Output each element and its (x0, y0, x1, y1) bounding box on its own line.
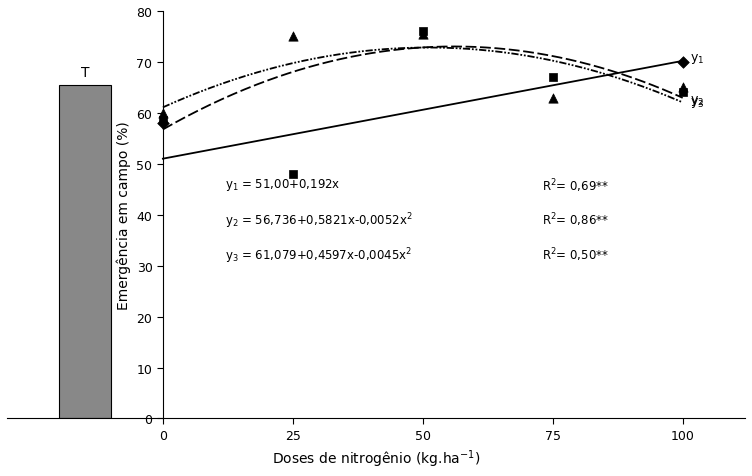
X-axis label: Doses de nitrogênio (kg.ha$^{-1}$): Doses de nitrogênio (kg.ha$^{-1}$) (271, 447, 481, 469)
Point (287, 33, 299, 41)
Point (677, 59, 689, 67)
Point (157, 120, 169, 128)
Point (547, 74, 559, 82)
Point (677, 84, 689, 92)
Text: y$_2$: y$_2$ (690, 94, 705, 108)
Text: T: T (80, 66, 89, 79)
Text: R$^2$= 0,69**: R$^2$= 0,69** (542, 177, 609, 194)
Point (547, 95, 559, 102)
Y-axis label: Emergência em campo (%): Emergência em campo (%) (117, 121, 131, 309)
Text: y$_1$: y$_1$ (690, 52, 705, 66)
Text: y$_2$ = 56,736+0,5821x-0,0052x$^2$: y$_2$ = 56,736+0,5821x-0,0052x$^2$ (225, 211, 413, 231)
Point (157, 110, 169, 118)
Text: y$_3$ = 61,079+0,4597x-0,0045x$^2$: y$_3$ = 61,079+0,4597x-0,0045x$^2$ (225, 246, 412, 265)
Text: R$^2$= 0,50**: R$^2$= 0,50** (542, 246, 609, 263)
Point (157, 118, 169, 125)
Point (287, 171, 299, 178)
Point (677, 89, 689, 97)
Text: y$_1$ = 51,00+0,192x: y$_1$ = 51,00+0,192x (225, 177, 340, 193)
Bar (59, 86, 111, 418)
Text: R$^2$= 0,86**: R$^2$= 0,86** (542, 211, 609, 229)
Point (417, 29, 429, 36)
Text: y$_3$: y$_3$ (690, 96, 705, 110)
Point (417, 31, 429, 39)
